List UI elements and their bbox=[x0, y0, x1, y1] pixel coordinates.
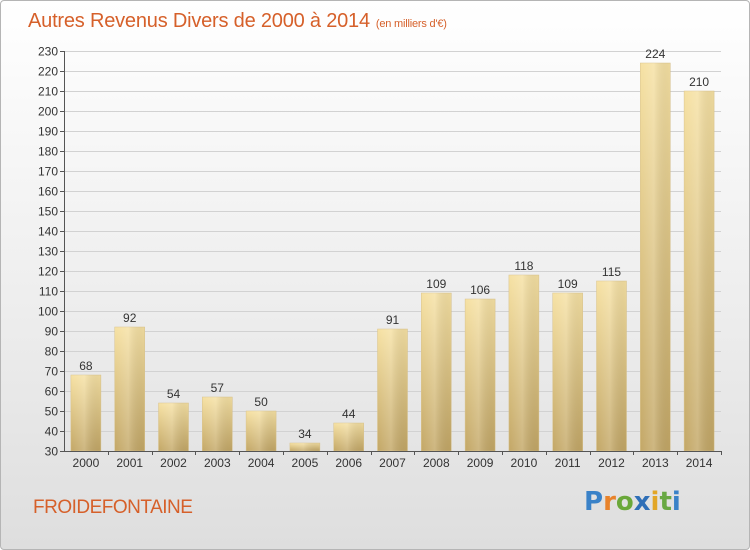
y-tick-label: 160 bbox=[38, 185, 58, 199]
chart-title-text: Autres Revenus Divers de 2000 à 2014 bbox=[28, 10, 370, 32]
logo-letter: P bbox=[584, 487, 604, 517]
bar-shine bbox=[114, 327, 145, 451]
data-label: 109 bbox=[558, 277, 578, 291]
data-label: 118 bbox=[514, 259, 533, 273]
y-tick-label: 50 bbox=[45, 405, 59, 419]
x-tick-label: 2004 bbox=[248, 456, 275, 470]
y-tick-label: 190 bbox=[38, 125, 58, 139]
x-tick-label: 2007 bbox=[379, 456, 406, 470]
y-tick-label: 200 bbox=[38, 105, 58, 119]
y-tick-label: 70 bbox=[45, 365, 59, 379]
x-tick-label: 2014 bbox=[686, 456, 713, 470]
y-axis: 30 40 50 60 70 80 90 100 110 120 130 140 150 160 170 18… bbox=[38, 45, 65, 459]
y-tick-label: 110 bbox=[39, 285, 58, 299]
data-label: 106 bbox=[470, 283, 490, 297]
data-label: 54 bbox=[167, 387, 181, 401]
bar-shine bbox=[202, 397, 233, 451]
bar-shine bbox=[246, 411, 277, 451]
bar-shine bbox=[596, 281, 627, 451]
chart-title: Autres Revenus Divers de 2000 à 2014 (en … bbox=[28, 10, 447, 33]
y-tick-label: 30 bbox=[45, 445, 59, 459]
x-tick-label: 2001 bbox=[116, 456, 143, 470]
x-tick-label: 2008 bbox=[423, 456, 450, 470]
y-tick-label: 130 bbox=[38, 245, 58, 259]
x-tick-label: 2009 bbox=[467, 456, 494, 470]
x-tick-label: 2011 bbox=[555, 456, 581, 470]
y-tick-label: 150 bbox=[38, 205, 58, 219]
bars: 68 92 54 57 50 34 44 91 109 106 118 109 115 224 210 bbox=[70, 47, 715, 452]
data-label: 91 bbox=[386, 313, 400, 327]
x-tick-label: 2013 bbox=[642, 456, 669, 470]
bar-shine bbox=[377, 329, 408, 451]
y-tick-label: 60 bbox=[45, 385, 59, 399]
logo-letter: t bbox=[659, 487, 672, 517]
y-tick-label: 180 bbox=[38, 145, 58, 159]
y-tick-label: 220 bbox=[38, 65, 58, 79]
chart-subtitle: (en milliers d'€) bbox=[375, 18, 447, 30]
bar-shine bbox=[640, 63, 671, 451]
x-tick-label: 2010 bbox=[511, 456, 538, 470]
data-label: 115 bbox=[602, 265, 621, 279]
y-tick-label: 170 bbox=[38, 165, 58, 179]
x-tick-label: 2012 bbox=[598, 456, 625, 470]
logo-letter: x bbox=[633, 487, 651, 517]
x-tick-label: 2005 bbox=[292, 456, 319, 470]
logo-letter: o bbox=[615, 487, 634, 517]
data-label: 50 bbox=[254, 395, 268, 409]
y-tick-label: 210 bbox=[38, 85, 58, 99]
y-tick-label: 100 bbox=[38, 305, 58, 319]
bar-shine bbox=[552, 293, 583, 451]
bar-shine bbox=[70, 375, 101, 451]
x-axis: 2000 2001 2002 2003 2004 2005 2006 2007 2008 2009… bbox=[64, 451, 722, 470]
data-label: 210 bbox=[689, 75, 709, 89]
proxiti-logo: Proxiti bbox=[584, 487, 681, 517]
data-label: 68 bbox=[79, 359, 93, 373]
y-tick-label: 80 bbox=[45, 345, 59, 359]
data-label: 44 bbox=[342, 407, 356, 421]
x-tick-label: 2003 bbox=[204, 456, 231, 470]
data-label: 224 bbox=[645, 47, 665, 61]
data-label: 34 bbox=[298, 427, 312, 441]
bar-shine bbox=[508, 275, 539, 451]
x-tick-label: 2002 bbox=[160, 456, 187, 470]
y-tick-label: 40 bbox=[45, 425, 59, 439]
y-tick-label: 230 bbox=[38, 45, 58, 59]
data-label: 92 bbox=[123, 311, 137, 325]
data-label: 57 bbox=[211, 381, 225, 395]
x-tick-label: 2000 bbox=[73, 456, 100, 470]
y-tick-label: 120 bbox=[38, 265, 58, 279]
location-name: FROIDEFONTAINE bbox=[33, 497, 193, 518]
y-tick-label: 140 bbox=[38, 225, 58, 239]
y-tick-label: 90 bbox=[45, 325, 59, 339]
bar-shine bbox=[158, 403, 189, 451]
bar-shine bbox=[465, 299, 496, 451]
bar-shine bbox=[333, 423, 364, 451]
logo-letter: r bbox=[603, 487, 616, 517]
logo-letter: i bbox=[671, 487, 681, 517]
x-tick-label: 2006 bbox=[335, 456, 362, 470]
data-label: 109 bbox=[426, 277, 446, 291]
logo-letter: i bbox=[650, 487, 660, 517]
bar-shine bbox=[684, 91, 715, 451]
bar-shine bbox=[289, 443, 320, 451]
bar-shine bbox=[421, 293, 452, 451]
